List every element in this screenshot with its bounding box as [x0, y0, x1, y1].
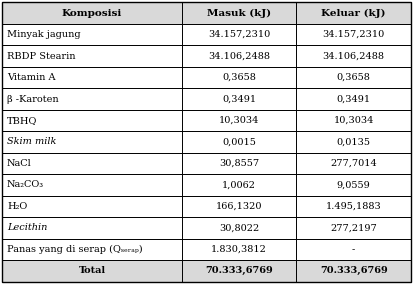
Bar	[2, 196, 411, 217]
Bar	[2, 174, 411, 196]
Text: 34.106,2488: 34.106,2488	[323, 51, 385, 60]
Text: NaCl: NaCl	[7, 159, 32, 168]
Text: 0,3658: 0,3658	[222, 73, 256, 82]
Text: 70.333,6769: 70.333,6769	[205, 266, 273, 275]
Text: RBDP Stearin: RBDP Stearin	[7, 51, 76, 60]
Text: -: -	[352, 245, 355, 254]
Text: 0,0135: 0,0135	[337, 137, 371, 147]
Text: Panas yang di serap (Qₛₑᵣₐₚ): Panas yang di serap (Qₛₑᵣₐₚ)	[7, 245, 142, 254]
Bar	[2, 260, 411, 282]
Text: Komposisi: Komposisi	[62, 9, 122, 18]
Text: Minyak jagung: Minyak jagung	[7, 30, 81, 39]
Text: β -Karoten: β -Karoten	[7, 95, 59, 103]
Text: Keluar (kJ): Keluar (kJ)	[321, 9, 386, 18]
Text: 30,8022: 30,8022	[219, 224, 259, 233]
Text: Masuk (kJ): Masuk (kJ)	[207, 9, 271, 18]
Bar	[2, 2, 411, 24]
Text: 277,2197: 277,2197	[330, 224, 377, 233]
Text: 0,3491: 0,3491	[337, 95, 371, 103]
Text: TBHQ: TBHQ	[7, 116, 38, 125]
Text: 1,0062: 1,0062	[222, 181, 256, 189]
Text: 1.830,3812: 1.830,3812	[211, 245, 267, 254]
Bar	[2, 110, 411, 131]
Bar	[2, 217, 411, 239]
Text: Vitamin A: Vitamin A	[7, 73, 55, 82]
Text: 10,3034: 10,3034	[334, 116, 374, 125]
Text: 9,0559: 9,0559	[337, 181, 370, 189]
Text: 0,3658: 0,3658	[337, 73, 370, 82]
Text: 70.333,6769: 70.333,6769	[320, 266, 387, 275]
Text: 0,3491: 0,3491	[222, 95, 256, 103]
Text: 10,3034: 10,3034	[219, 116, 259, 125]
Text: 34.106,2488: 34.106,2488	[208, 51, 270, 60]
Text: 30,8557: 30,8557	[219, 159, 259, 168]
Text: 34.157,2310: 34.157,2310	[323, 30, 385, 39]
Text: 166,1320: 166,1320	[216, 202, 262, 211]
Bar	[2, 131, 411, 153]
Bar	[2, 45, 411, 67]
Text: Na₂CO₃: Na₂CO₃	[7, 181, 44, 189]
Bar	[2, 67, 411, 88]
Text: 0,0015: 0,0015	[222, 137, 256, 147]
Text: Lecithin: Lecithin	[7, 224, 47, 233]
Bar	[2, 24, 411, 45]
Text: 277,7014: 277,7014	[330, 159, 377, 168]
Text: 1.495,1883: 1.495,1883	[326, 202, 382, 211]
Text: Total: Total	[78, 266, 106, 275]
Text: 34.157,2310: 34.157,2310	[208, 30, 271, 39]
Bar	[2, 239, 411, 260]
Text: Skim milk: Skim milk	[7, 137, 57, 147]
Bar	[2, 88, 411, 110]
Bar	[2, 153, 411, 174]
Text: H₂O: H₂O	[7, 202, 27, 211]
